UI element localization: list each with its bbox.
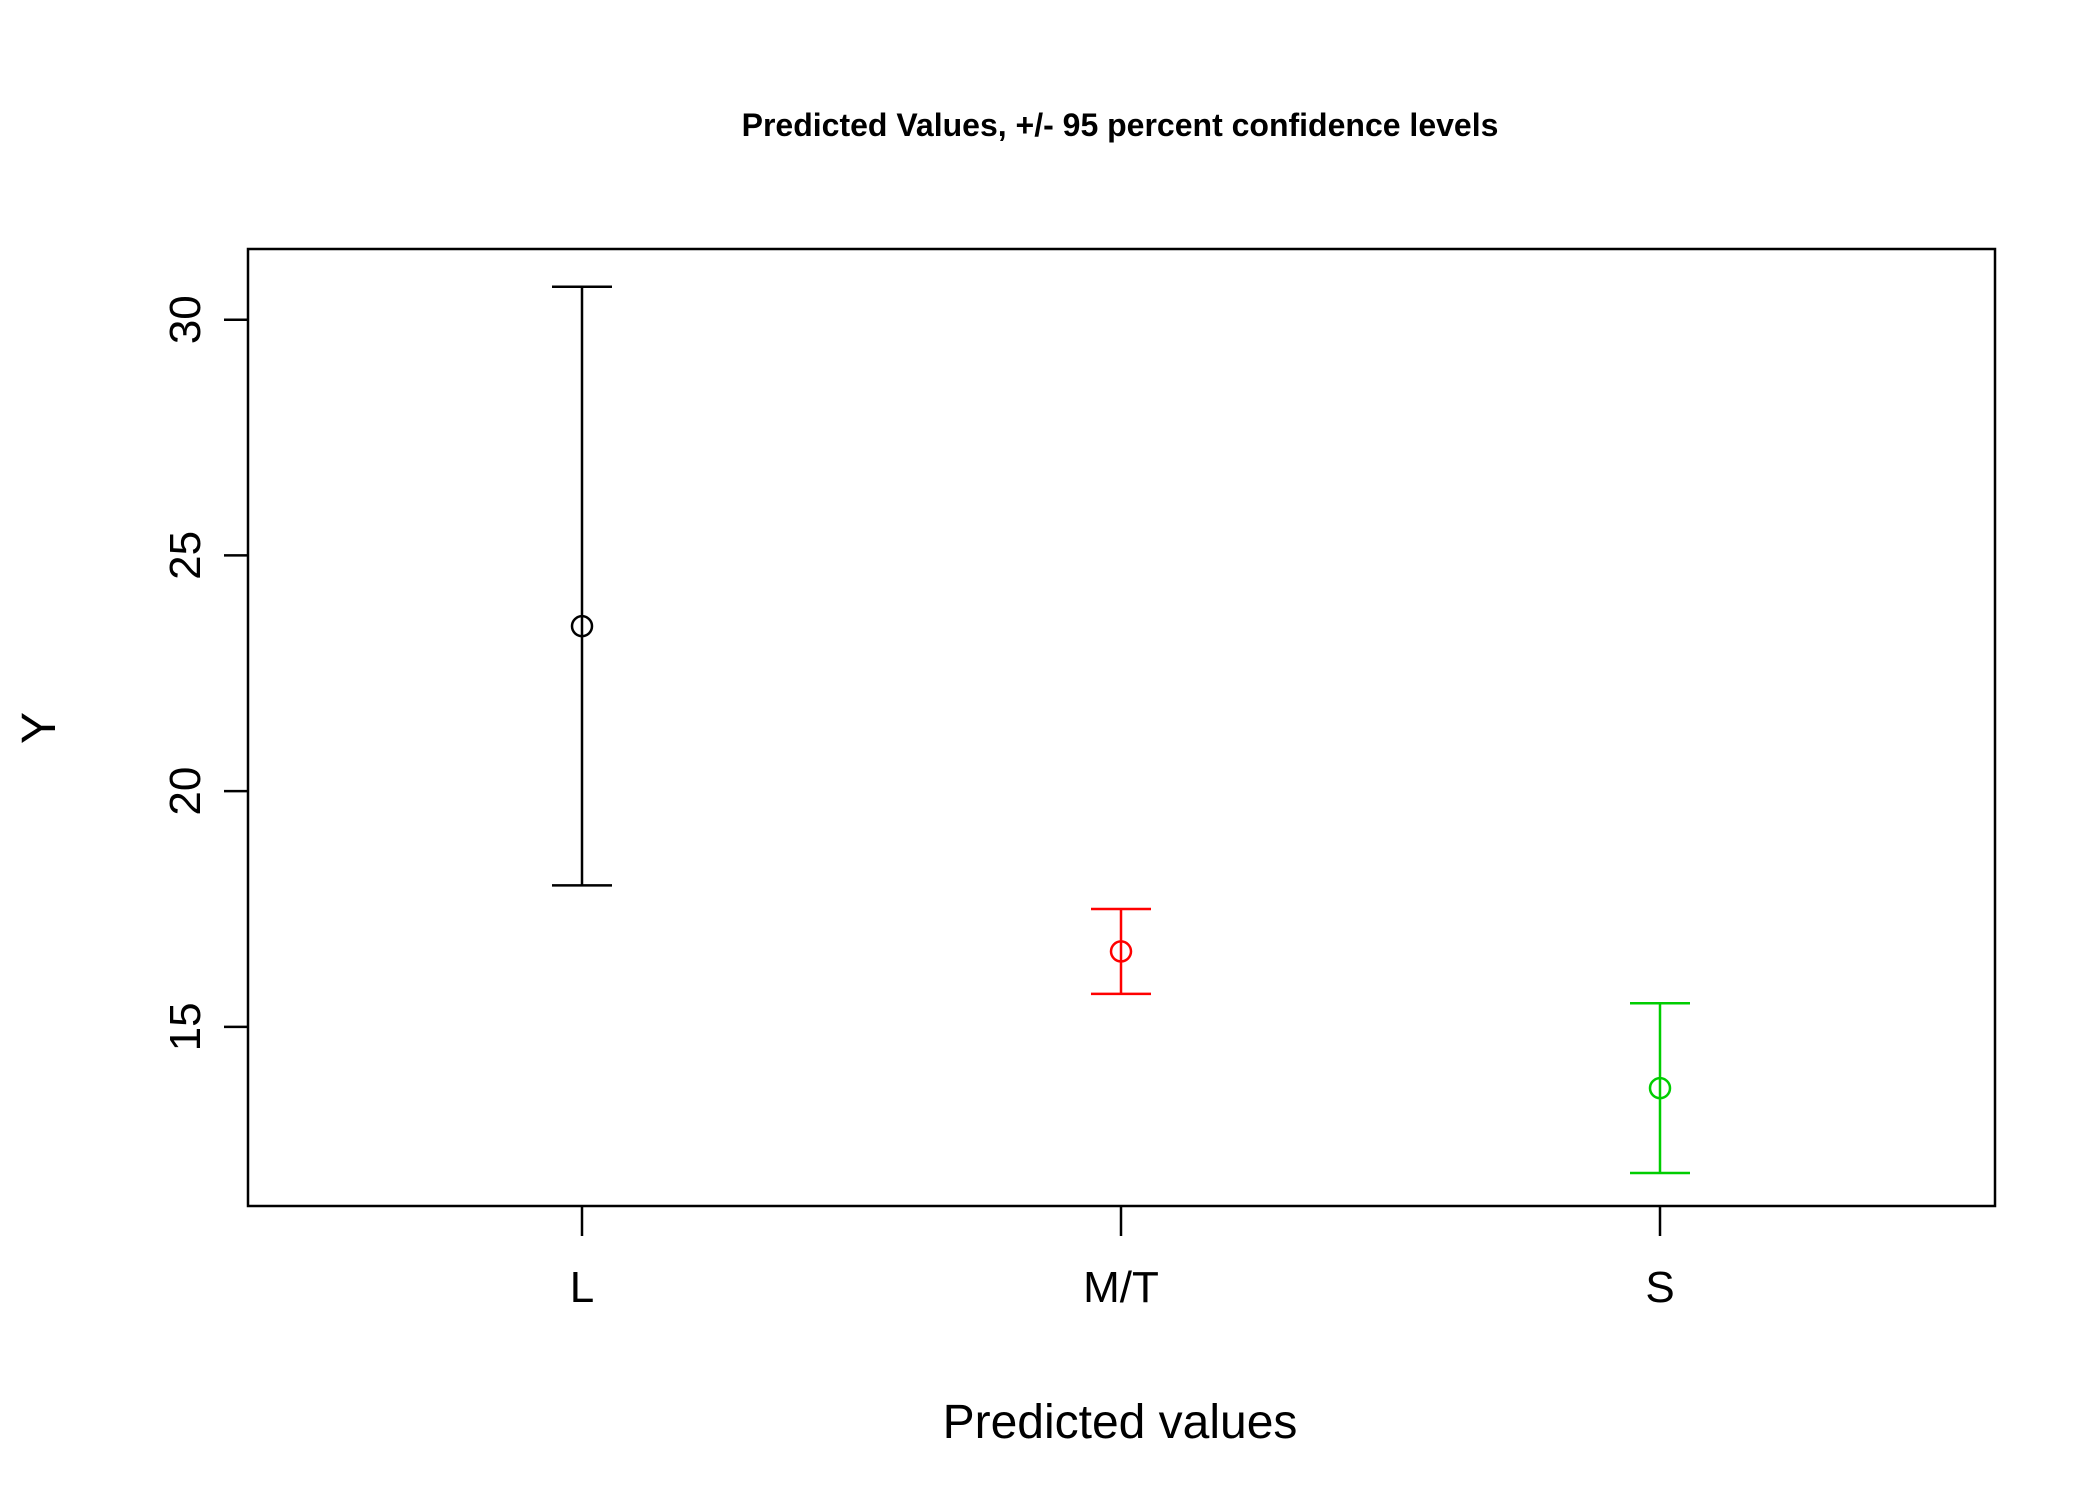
x-axis-label: Predicted values [943, 1396, 1298, 1449]
y-tick-label: 15 [161, 1002, 210, 1051]
y-tick-label: 30 [161, 295, 210, 344]
x-tick-label: L [570, 1263, 594, 1312]
y-axis-label: Y [13, 712, 66, 744]
data-point [1648, 1076, 1672, 1100]
y-tick-label: 20 [161, 767, 210, 816]
x-axis: L M/T S [570, 1206, 1675, 1312]
x-tick-label: M/T [1083, 1263, 1159, 1312]
y-axis: 15 20 25 30 [161, 295, 248, 1051]
x-tick-label: S [1645, 1263, 1674, 1312]
chart-title: Predicted Values, +/- 95 percent confide… [742, 107, 1499, 143]
data-point [570, 614, 594, 638]
data-point [1109, 940, 1133, 963]
data-marks [552, 285, 1690, 1175]
y-tick-label: 25 [161, 531, 210, 580]
plot-frame [246, 247, 1997, 1208]
